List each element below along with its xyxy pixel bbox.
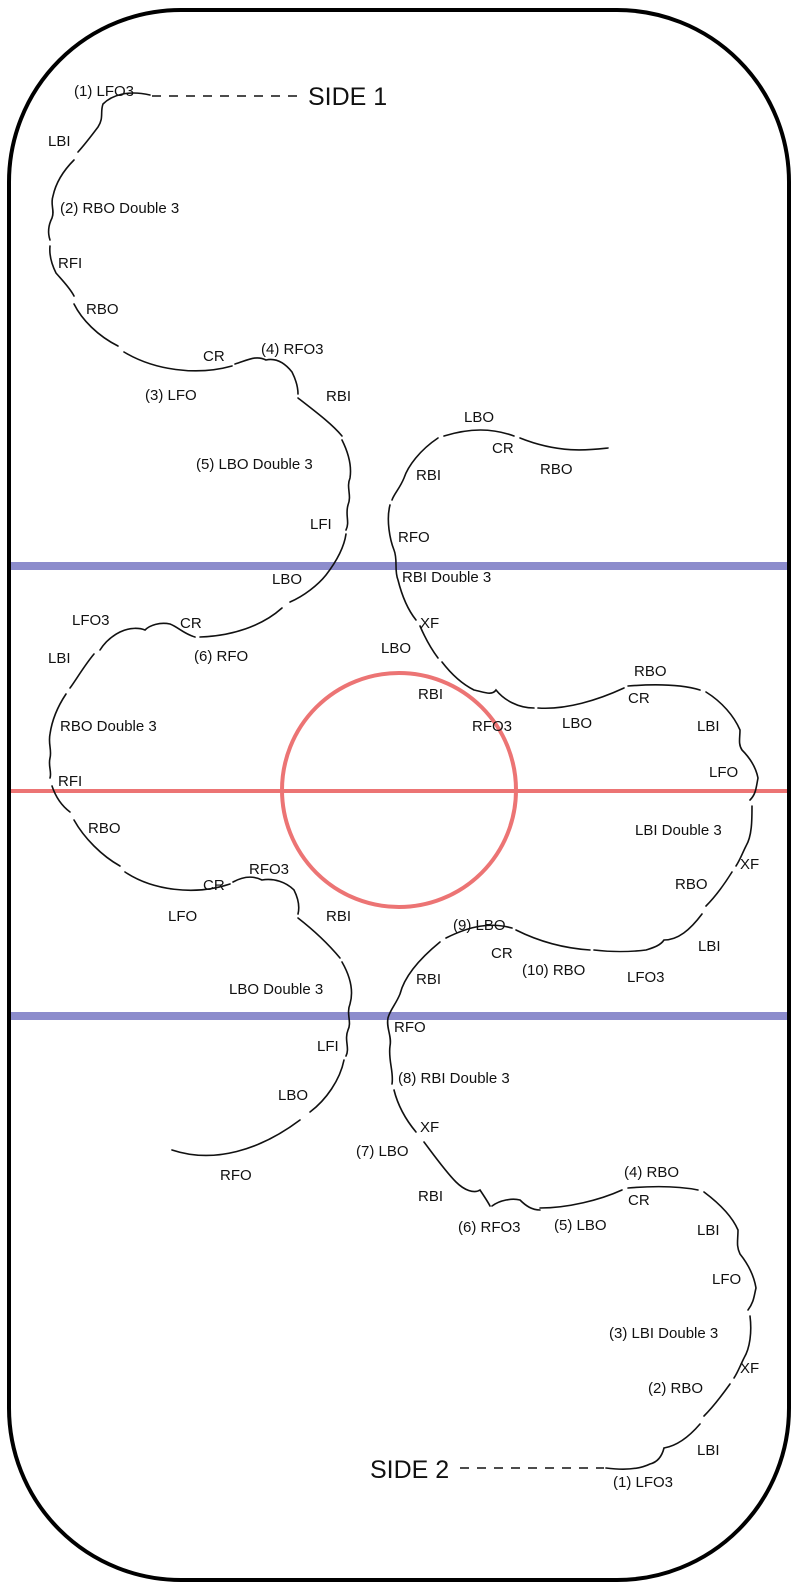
label-s1-rbo: RBO <box>86 301 119 318</box>
label-s2-xf: XF <box>420 1119 439 1136</box>
label-s1-lbo-double3: (5) LBO Double 3 <box>196 456 313 473</box>
label-s1-r-rbi: RBI <box>416 467 441 484</box>
label-s2-lfo3-1: (1) LFO3 <box>613 1474 673 1491</box>
label-s2-rbo2: (2) RBO <box>648 1380 703 1397</box>
label-s2-rfo: RFO <box>394 1019 426 1036</box>
label-s2-lbo7: (7) LBO <box>356 1143 409 1160</box>
label-s1-lfi2: LFI <box>317 1038 339 1055</box>
label-s1-rbi: RBI <box>326 388 351 405</box>
label-s2-lbo5: (5) LBO <box>554 1217 607 1234</box>
side1-pattern-right <box>387 429 759 953</box>
label-s1-r-lbi-double3: LBI Double 3 <box>635 822 722 839</box>
label-s2-lbi2: LBI <box>697 1442 720 1459</box>
label-s1-r-lbo2: LBO <box>381 640 411 657</box>
label-s1-r-rbo: RBO <box>540 461 573 478</box>
label-s1-r-xf: XF <box>420 615 439 632</box>
label-s1-rfi: RFI <box>58 255 82 272</box>
label-s1-rfo2: RFO <box>220 1167 252 1184</box>
label-s1-cr: CR <box>203 348 225 365</box>
label-s1-r-lbo: LBO <box>464 409 494 426</box>
label-s2-lbo9: (9) LBO <box>453 917 506 934</box>
label-s1-r-lfo: LFO <box>709 764 738 781</box>
label-s2-lfo3: LFO3 <box>627 969 665 986</box>
label-s1-r-lbi: LBI <box>697 718 720 735</box>
label-s1-rfo: (6) RFO <box>194 648 248 665</box>
label-s1-cr2: CR <box>180 615 202 632</box>
label-s1-lbo2: LBO <box>278 1087 308 1104</box>
label-s2-rbi: RBI <box>416 971 441 988</box>
label-s2-cr2: CR <box>628 1192 650 1209</box>
side1-labels: (1) LFO3 LBI (2) RBO Double 3 RFI RBO CR… <box>48 83 759 1184</box>
label-s1-lbo-double3b: LBO Double 3 <box>229 981 323 998</box>
label-s2-rbi-double3: (8) RBI Double 3 <box>398 1070 510 1087</box>
label-s1-r-lbo3: LBO <box>562 715 592 732</box>
blue-line-top <box>11 562 787 570</box>
label-s1-r-cr: CR <box>492 440 514 457</box>
label-s1-lfo3: (1) LFO3 <box>74 83 134 100</box>
label-s2-lbi-double3: (3) LBI Double 3 <box>609 1325 718 1342</box>
label-s1-lfo2: LFO <box>168 908 197 925</box>
label-s1-r-rbo2: RBO <box>634 663 667 680</box>
label-s1-r-rfo3: RFO3 <box>472 718 512 735</box>
label-s1-r-xf2: XF <box>740 856 759 873</box>
blue-line-bottom <box>11 1012 787 1020</box>
label-s1-cr3: CR <box>203 877 225 894</box>
label-s1-r-rfo: RFO <box>398 529 430 546</box>
label-s2-lbi: LBI <box>697 1222 720 1239</box>
label-s1-rbo-double3: (2) RBO Double 3 <box>60 200 179 217</box>
label-s2-xf2: XF <box>740 1360 759 1377</box>
label-s1-rbo-double3b: RBO Double 3 <box>60 718 157 735</box>
label-s1-lfo3b: LFO3 <box>72 612 110 629</box>
label-s1-lbo: LBO <box>272 571 302 588</box>
label-s2-rbo10: (10) RBO <box>522 962 585 979</box>
label-s2-rfo3: (6) RFO3 <box>458 1219 521 1236</box>
label-s1-lbi2: LBI <box>48 650 71 667</box>
label-s1-lfi: LFI <box>310 516 332 533</box>
label-s1-r-rbi-double3: RBI Double 3 <box>402 569 491 586</box>
center-red-line <box>11 789 787 793</box>
label-s1-r-rbi2: RBI <box>418 686 443 703</box>
side1-pattern-left <box>47 92 353 1157</box>
label-s1-rfi2: RFI <box>58 773 82 790</box>
center-circle <box>280 671 518 909</box>
label-s2-rbo4: (4) RBO <box>624 1164 679 1181</box>
label-s1-rbo2: RBO <box>88 820 121 837</box>
label-s1-rfo3b: RFO3 <box>249 861 289 878</box>
label-s1-r-rbo3: RBO <box>675 876 708 893</box>
label-s1-r-lbi2: LBI <box>698 938 721 955</box>
side1-title: SIDE 1 <box>308 83 387 111</box>
label-s1-rbi2: RBI <box>326 908 351 925</box>
label-s1-lbi: LBI <box>48 133 71 150</box>
label-s2-lfo: LFO <box>712 1271 741 1288</box>
side2-pattern <box>386 924 757 1470</box>
side2-title: SIDE 2 <box>370 1456 449 1484</box>
label-s2-cr: CR <box>491 945 513 962</box>
label-s1-rfo3: (4) RFO3 <box>261 341 324 358</box>
label-s1-lfo: (3) LFO <box>145 387 197 404</box>
label-s1-r-cr2: CR <box>628 690 650 707</box>
label-s2-rbi2: RBI <box>418 1188 443 1205</box>
rink-boards <box>7 8 791 1582</box>
side2-labels: (9) LBO CR (10) RBO LFO3 RBI RFO (8) RBI… <box>356 917 759 1491</box>
